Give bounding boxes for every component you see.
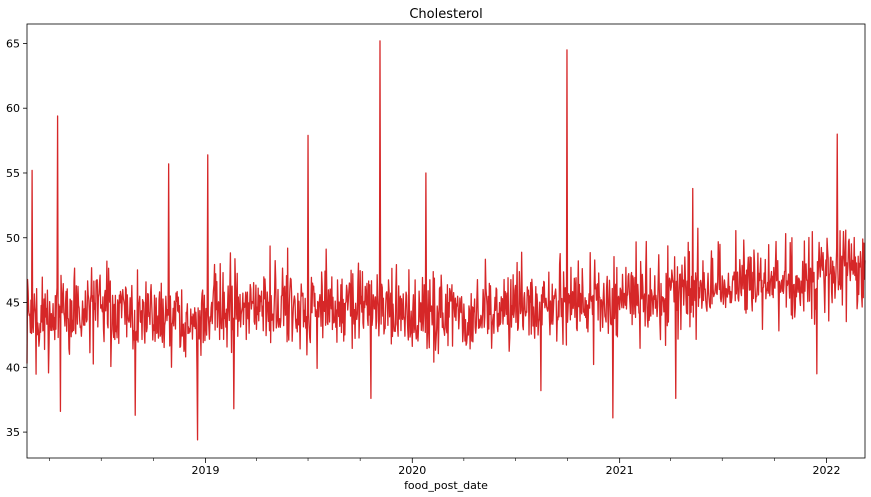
x-axis: 2019 2020 2021 2022 bbox=[49, 458, 840, 477]
chart-title: Cholesterol bbox=[409, 7, 482, 22]
y-tick-label: 40 bbox=[6, 361, 20, 374]
series-layer bbox=[26, 40, 866, 441]
plot-background bbox=[27, 24, 865, 458]
x-tick-label: 2019 bbox=[191, 464, 219, 477]
y-tick-label: 65 bbox=[6, 37, 20, 50]
plot-frame bbox=[26, 23, 866, 459]
series-line bbox=[26, 40, 866, 441]
x-tick-label: 2022 bbox=[812, 464, 840, 477]
x-tick-label: 2021 bbox=[606, 464, 634, 477]
y-axis: 35 40 45 50 55 60 65 bbox=[6, 37, 27, 439]
y-tick-label: 60 bbox=[6, 102, 20, 115]
y-tick-label: 45 bbox=[6, 297, 20, 310]
y-tick-label: 35 bbox=[6, 426, 20, 439]
y-tick-label: 50 bbox=[6, 232, 20, 245]
x-tick-label: 2020 bbox=[398, 464, 426, 477]
x-axis-label: food_post_date bbox=[404, 479, 488, 492]
y-tick-label: 55 bbox=[6, 167, 20, 180]
